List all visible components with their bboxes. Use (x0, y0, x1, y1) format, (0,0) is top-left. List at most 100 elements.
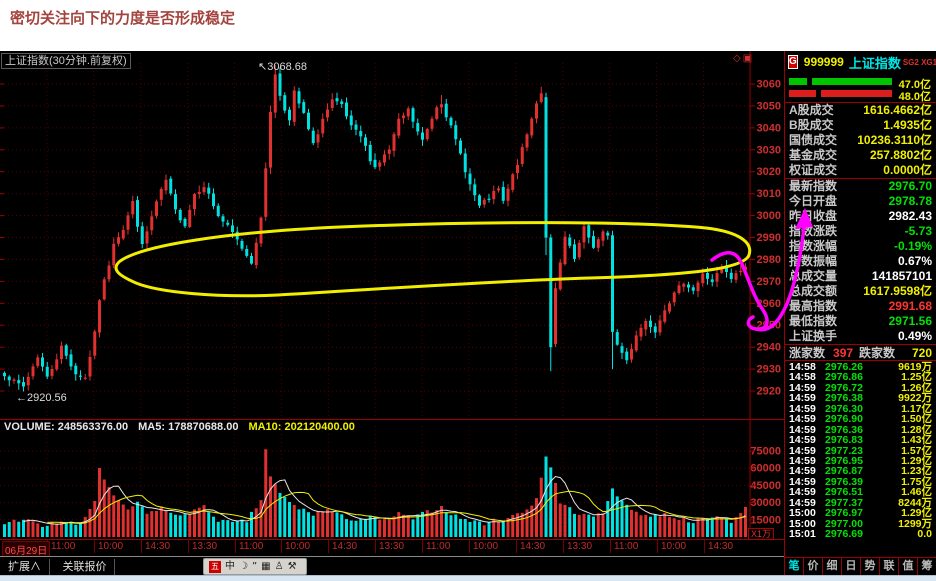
time-label: 14:30 (332, 541, 358, 552)
ime-icon-4[interactable]: ▦ (261, 561, 271, 572)
volume-unit-label: X1万 (748, 528, 775, 540)
tick-price: 2976.90 (825, 413, 863, 426)
svg-text:2950: 2950 (757, 320, 781, 332)
stat-row: 总成交额 1617.9598亿 (785, 284, 936, 299)
panel-tab-势[interactable]: 势 (860, 558, 879, 575)
expand-button[interactable]: 扩展∧ (0, 559, 50, 575)
time-label: 10:00 (473, 541, 499, 552)
svg-text:2990: 2990 (757, 232, 781, 244)
trading-app-window: 3060 3050 3040 3030 3020 3010 3000 2990 2980 2970… (0, 51, 936, 575)
ime-icon-1[interactable]: 中 (225, 561, 235, 572)
tick-price: 2976.72 (825, 381, 863, 394)
linked-quote-button[interactable]: 关联报价 (54, 559, 116, 575)
logo-badge: G (788, 55, 798, 69)
svg-text:30000: 30000 (750, 497, 781, 509)
stat-row: 国债成交 10236.3110亿 (785, 133, 936, 148)
tick-price: 2976.51 (825, 486, 863, 499)
tick-amount: 1.25亿 (901, 371, 932, 384)
tick-amount: 1.29亿 (901, 507, 932, 520)
panel-tab-日[interactable]: 日 (841, 558, 860, 575)
stat-value: 2976.70 (888, 179, 932, 193)
panel-tab-联[interactable]: 联 (879, 558, 898, 575)
ime-icon-0[interactable]: 五 (209, 560, 221, 573)
quote-panel-header: G 999999 上证指数 SG2 XG1 (785, 51, 936, 73)
stat-row: 上证换手 0.49% (785, 329, 936, 344)
tick-time: 14:59 (789, 454, 816, 467)
ime-icon-2[interactable]: ☽ (239, 561, 248, 572)
time-label: 13:30 (192, 541, 218, 552)
tick-time: 14:58 (789, 361, 816, 373)
panel-tab-值[interactable]: 值 (898, 558, 917, 575)
tick-price: 2976.87 (825, 465, 863, 478)
stock-code: 999999 (803, 55, 844, 69)
svg-text:45000: 45000 (750, 480, 781, 492)
stat-value: 0.49% (897, 329, 932, 343)
tick-amount: 1.75亿 (901, 475, 932, 488)
volume-ma10-line (47, 490, 746, 525)
tick-row: 14:59 2976.72 1.26亿 (785, 381, 936, 394)
tick-price: 2976.30 (825, 402, 863, 415)
stat-label: 今日开盘 (789, 194, 838, 208)
ime-icon-3[interactable]: ” (251, 561, 258, 572)
tick-time: 14:59 (789, 496, 816, 509)
tick-time: 14:59 (789, 402, 816, 415)
gridlines (0, 63, 750, 538)
stat-row: 指数振幅 0.67% (785, 254, 936, 269)
tick-amount: 1.23亿 (901, 465, 932, 478)
svg-text:3040: 3040 (757, 122, 781, 134)
tick-price: 2976.39 (825, 475, 863, 488)
ime-icon-5[interactable]: ♙ (274, 561, 284, 572)
decliners-label: 跌家数 (859, 346, 896, 360)
tick-price: 2976.95 (825, 454, 863, 467)
tick-row: 14:58 2976.26 9619万 (785, 361, 936, 373)
stat-value: 2991.68 (888, 299, 932, 313)
tick-row: 14:58 2976.86 1.25亿 (785, 371, 936, 384)
tick-time: 15:00 (789, 517, 816, 530)
time-tick (656, 540, 658, 553)
panel-tab-筹[interactable]: 筹 (917, 558, 936, 575)
tick-amount: 1.29亿 (901, 454, 932, 467)
time-label: 10:00 (661, 541, 687, 552)
tick-price: 2977.00 (825, 517, 863, 530)
status-bar: 扩展∧ 关联报价 五中 ☽” ▦ ♙ ⚒ (0, 556, 784, 575)
ime-icon-6[interactable]: ⚒ (287, 561, 297, 572)
stat-label: 上证换手 (789, 329, 838, 343)
time-tick (187, 540, 189, 553)
svg-text:60000: 60000 (750, 463, 781, 475)
stat-value: -0.19% (893, 239, 932, 253)
time-label: 11:00 (51, 541, 76, 552)
volume-header-item: MA10: 202120400.00 (248, 421, 355, 433)
diamond-icon[interactable]: ◇ (733, 53, 743, 64)
high-price-annotation: ↖3068.68 (258, 61, 307, 73)
ime-toolbar[interactable]: 五中 ☽” ▦ ♙ ⚒ (203, 558, 307, 575)
panel-tabs: 笔价细日势联值筹 (785, 557, 936, 575)
stat-label: 指数振幅 (789, 254, 838, 268)
tick-time: 14:59 (789, 444, 816, 457)
tick-price: 2976.36 (825, 423, 863, 436)
stat-label: 基金成交 (789, 148, 838, 162)
chart-canvas[interactable]: 3060 3050 3040 3030 3020 3010 3000 2990 2980 2970… (0, 51, 784, 575)
stat-value: 2978.78 (888, 194, 932, 208)
page-bottom-strip (0, 575, 936, 581)
stat-label: 昨日收盘 (789, 209, 838, 223)
time-tick (703, 540, 705, 553)
stat-value: 2971.56 (888, 314, 932, 328)
window-split-icon[interactable]: ▣ (742, 53, 755, 64)
tick-amount: 1.50亿 (901, 413, 932, 426)
index-stats-section: 最新指数 2976.70 今日开盘 2978.78 昨日收盘 2982.43 指… (785, 179, 936, 345)
panel-tab-细[interactable]: 细 (822, 558, 841, 575)
panel-tab-价[interactable]: 价 (803, 558, 822, 575)
svg-text:2980: 2980 (757, 254, 781, 266)
decliners-count: 720 (911, 346, 932, 360)
time-tick (281, 540, 283, 553)
tick-row: 14:59 2976.38 9922万 (785, 393, 936, 404)
tick-amount: 1.46亿 (901, 486, 932, 499)
stat-row: 最高指数 2991.68 (785, 299, 936, 314)
panel-tab-笔[interactable]: 笔 (788, 560, 800, 572)
stat-label: 最低指数 (789, 314, 838, 328)
stat-row: 指数涨跌 -5.73 (785, 224, 936, 239)
tick-row: 14:59 2976.36 1.28亿 (785, 423, 936, 436)
strength-bar: 48.0亿 (788, 88, 933, 103)
tick-amount: 1.57亿 (901, 444, 932, 457)
